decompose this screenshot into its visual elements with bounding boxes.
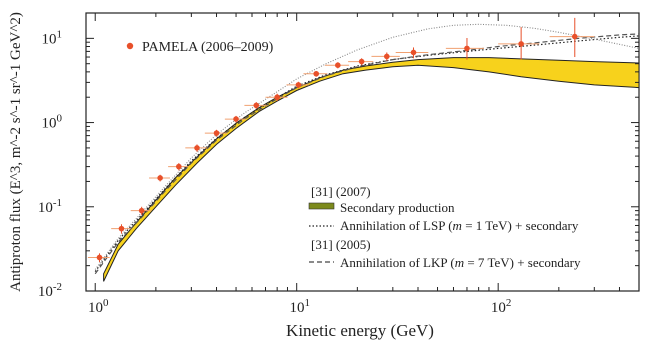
model-legend: [31] (2007) Secondary production Annihil… <box>308 184 581 270</box>
pamela-point <box>274 94 280 101</box>
pamela-point <box>358 58 365 65</box>
pamela-point <box>118 225 125 232</box>
secondary-production-band <box>103 57 639 282</box>
legend-secondary-label: Secondary production <box>340 200 455 215</box>
pamela-legend: PAMELA (2006–2009) <box>126 40 274 55</box>
pamela-point <box>383 53 390 60</box>
pamela-point <box>233 116 239 122</box>
x-tick-label: 102 <box>491 297 511 316</box>
legend-ref-2005: [31] (2005) <box>311 237 371 252</box>
y-axis-label: Antiproton flux (E^3, m^-2 s^-1 sr^-1 Ge… <box>8 12 24 292</box>
y-tick-label: 10-1 <box>38 197 62 216</box>
pamela-point <box>464 45 470 52</box>
pamela-point <box>313 70 320 77</box>
legend-ref-2007: [31] (2007) <box>311 184 371 199</box>
plot-frame <box>85 12 640 292</box>
pamela-point <box>138 207 145 214</box>
lkp-curve <box>94 33 639 275</box>
y-tick-label: 101 <box>42 28 63 47</box>
pamela-point <box>157 175 163 181</box>
pamela-point <box>518 41 524 47</box>
legend-lkp-label: Annihilation of LKP (m = 7 TeV) + second… <box>340 255 581 270</box>
pamela-point <box>213 130 220 136</box>
pamela-point <box>295 82 302 88</box>
pamela-point <box>253 102 260 109</box>
pamela-point <box>410 49 417 56</box>
legend-lsp-label: Annihilation of LSP (m = 1 TeV) + second… <box>340 218 579 233</box>
pamela-point <box>571 33 578 40</box>
y-tick-label: 100 <box>42 113 63 132</box>
pamela-point <box>176 163 182 170</box>
x-axis-label: Kinetic energy (GeV) <box>286 321 434 340</box>
pamela-point <box>96 254 103 261</box>
lsp-curve <box>94 35 639 272</box>
x-tick-label: 101 <box>289 297 310 316</box>
legend-secondary-swatch <box>308 202 335 210</box>
y-tick-label: 10-2 <box>38 281 62 300</box>
pamela-point <box>335 62 341 68</box>
pamela-legend-label: PAMELA (2006–2009) <box>142 40 274 55</box>
pamela-legend-marker <box>126 42 134 50</box>
x-tick-label: 100 <box>88 297 109 316</box>
pamela-point <box>194 145 200 151</box>
